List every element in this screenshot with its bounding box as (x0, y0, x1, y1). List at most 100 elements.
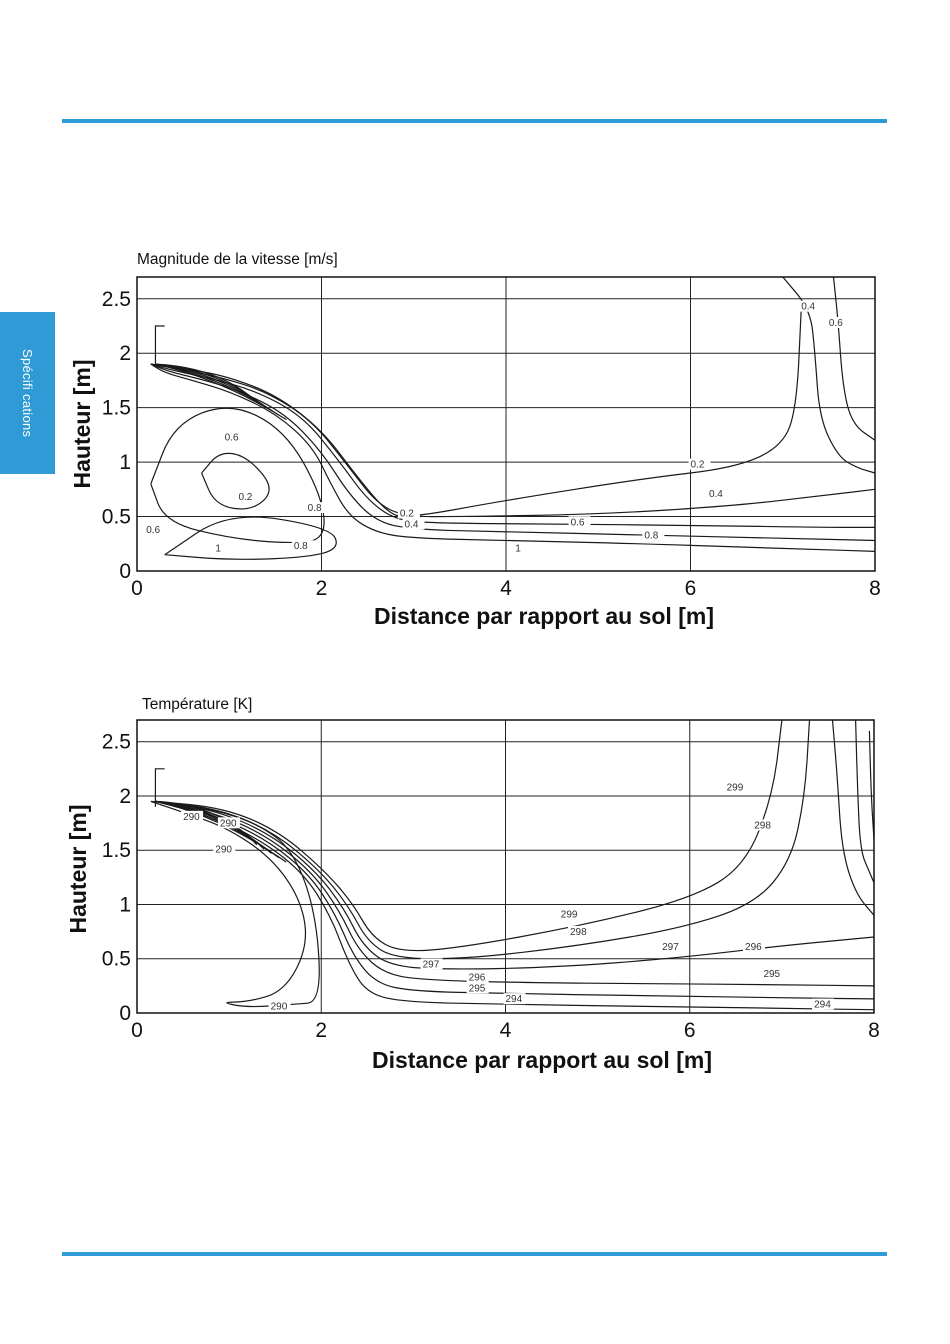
contour-label: 290 (215, 844, 232, 855)
side-section-tab[interactable]: Spécifi cations (0, 312, 55, 474)
contour-line (150, 309, 802, 517)
contour-label-bg (291, 540, 314, 552)
contour-label-bg (144, 523, 167, 535)
contour-label: 295 (763, 969, 780, 980)
contour-label-bg (706, 487, 729, 499)
contour-label-bg (305, 502, 328, 514)
contour-line (155, 719, 783, 952)
contour-label: 290 (271, 1002, 288, 1013)
x-tick-label: 2 (316, 577, 328, 600)
contour-label-bg (660, 941, 683, 953)
contour-line (150, 363, 876, 552)
contour-label-bg (799, 300, 822, 312)
velocity-magnitude-chart: Magnitude de la vitesse [m/s] 0.40.60.20… (69, 251, 881, 629)
contour-label-bg (397, 507, 420, 519)
top-accent-rule (62, 119, 887, 123)
contour-label: 297 (662, 942, 679, 953)
contour-label: 296 (745, 942, 762, 953)
contour-line (150, 407, 325, 544)
plot-frame (136, 276, 876, 572)
contour-label-bg (812, 998, 835, 1010)
contour-label-bg (743, 941, 766, 953)
contour-label-bg (420, 958, 443, 970)
contour-label-bg (236, 491, 259, 503)
y-tick-label: 1.5 (102, 397, 131, 420)
contour-label-bg (402, 518, 425, 530)
y-tick-label: 2.5 (102, 288, 131, 311)
contour-label: 294 (506, 994, 523, 1005)
contour-label-bg (466, 982, 489, 994)
x-tick-label: 2 (315, 1019, 327, 1042)
contour-line (832, 276, 876, 441)
contour-label: 0.2 (400, 509, 414, 520)
contour-label: 295 (469, 983, 486, 994)
contour-label-bg (181, 810, 204, 822)
contour-line (201, 452, 270, 510)
contour-line (150, 800, 320, 1008)
contour-label: 0.8 (644, 530, 658, 541)
contour-label: 0.2 (691, 460, 705, 471)
contour-label: 0.6 (146, 525, 160, 536)
contour-label-bg (761, 968, 784, 980)
contour-line (855, 719, 875, 884)
contour-label-bg (503, 993, 526, 1005)
contour-label: 299 (727, 783, 744, 794)
contour-label-bg (642, 529, 665, 541)
contour-line (831, 719, 875, 916)
y-tick-label: 2.5 (102, 731, 131, 754)
y-axis-label: Hauteur [m] (65, 804, 91, 933)
contour-line (155, 800, 875, 970)
contour-label-bg (724, 781, 747, 793)
y-tick-label: 0.5 (102, 948, 131, 971)
contour-label: 0.4 (405, 519, 419, 530)
x-tick-label: 8 (868, 1019, 880, 1042)
y-axis-label: Hauteur [m] (69, 359, 95, 488)
x-tick-label: 0 (131, 577, 143, 600)
contour-label: 297 (423, 959, 440, 970)
temperature-chart: Température [K] 299298297296295294299298… (65, 696, 880, 1073)
contour-label: 298 (570, 927, 587, 938)
plot-frame (136, 719, 875, 1014)
contour-label-bg (213, 843, 236, 855)
contour-line (164, 516, 337, 560)
y-tick-label: 0 (119, 1002, 131, 1025)
bottom-accent-rule (62, 1252, 887, 1256)
contour-label-bg (752, 819, 775, 831)
contour-label-bg (558, 908, 581, 920)
contour-label: 294 (814, 1000, 831, 1011)
contour-label: 0.2 (238, 492, 252, 503)
contour-label: 0.4 (801, 302, 815, 313)
contour-label-bg (568, 516, 591, 528)
contour-label: 299 (561, 910, 578, 921)
contour-label-bg (217, 817, 240, 829)
y-tick-label: 0.5 (102, 506, 131, 529)
x-axis-label: Distance par rapport au sol [m] (374, 603, 714, 629)
contour-label: 0.8 (294, 541, 308, 552)
contour-label: 0.6 (829, 318, 843, 329)
contour-label-bg (213, 542, 224, 554)
chart-title: Température [K] (142, 696, 252, 713)
y-tick-label: 2 (119, 342, 131, 365)
jet-core-line (155, 363, 287, 421)
x-tick-label: 8 (869, 577, 881, 600)
contour-label: 290 (220, 818, 237, 829)
contour-label-bg (513, 542, 524, 554)
x-tick-label: 4 (500, 577, 512, 600)
contour-label-bg (567, 925, 590, 937)
contour-label: 0.4 (709, 489, 723, 500)
x-tick-label: 0 (131, 1019, 143, 1042)
chart-title: Magnitude de la vitesse [m/s] (137, 251, 338, 268)
x-tick-label: 6 (685, 577, 697, 600)
air-inlet-marker (154, 768, 165, 807)
contour-label: 298 (754, 821, 771, 832)
contour-label: 290 (183, 812, 200, 823)
contour-label: 296 (469, 972, 486, 983)
contour-label-bg (826, 317, 849, 328)
contour-label: 1 (515, 543, 521, 554)
side-tab-label: Spécifi cations (20, 348, 35, 438)
x-axis-label: Distance par rapport au sol [m] (372, 1047, 712, 1073)
contour-line (782, 276, 876, 474)
contour-label: 0.6 (571, 517, 585, 528)
contour-line (868, 730, 875, 840)
contour-label: 0.6 (225, 432, 239, 443)
